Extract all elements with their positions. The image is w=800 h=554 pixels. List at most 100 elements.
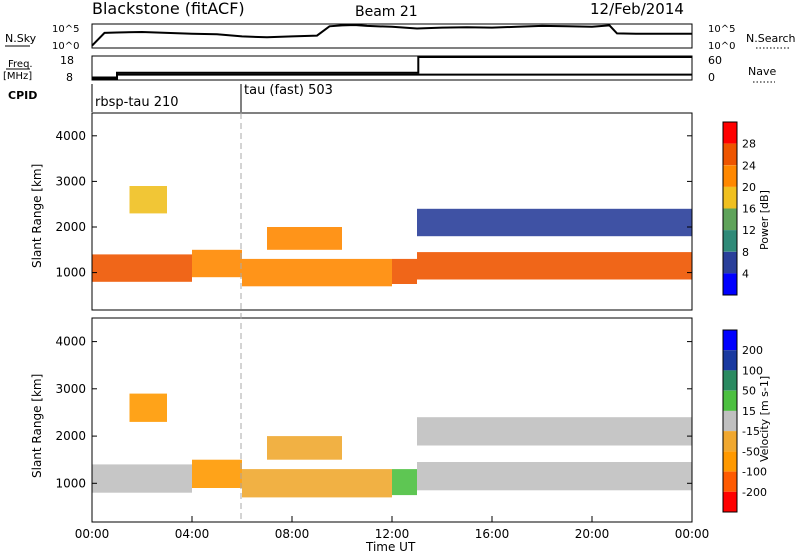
nave-tick-top: 60 [708,54,722,67]
heatmap-cell [129,393,167,422]
y-tick-label: 1000 [55,266,86,280]
heatmap-cell [92,254,192,282]
x-tick-label: 20:00 [575,527,610,541]
colorbar-tick-label: -50 [742,445,760,458]
power-colorbar-label: Power [dB] [758,190,771,250]
colorbar-tick-label: 20 [742,181,756,194]
nsky-tick-top: 10^5 [52,24,79,35]
y-tick-label: 3000 [55,174,86,188]
colorbar-swatch [723,451,737,472]
nsky-label: N.Sky [5,32,37,45]
y-tick-label: 2000 [55,220,86,234]
y-tick-label: 2000 [55,429,86,443]
date-title: 12/Feb/2014 [590,0,684,18]
colorbar-tick-label: 24 [742,159,756,172]
colorbar-tick-label: 50 [742,385,756,398]
velocity-y-ticks: 1000 2000 3000 4000 [55,335,692,490]
nave-series-line [92,56,692,79]
colorbar-tick-label: -15 [742,425,760,438]
freq-series-line [92,73,692,80]
freq-tick-bottom: 8 [66,71,73,84]
freq-tick-top: 18 [60,54,74,67]
colorbar-tick-label: 8 [742,246,749,259]
freq-panel-frame [91,55,693,81]
velocity-heatmap [92,393,692,498]
freq-label-bottom: [MHz] [3,71,32,82]
colorbar-tick-label: 15 [742,405,756,418]
colorbar-tick-label: 16 [742,203,756,216]
heatmap-cell [392,469,417,496]
station-title: Blackstone (fitACF) [92,0,245,18]
velocity-colorbar-label: Velocity [m s-1] [758,376,771,462]
colorbar-swatch [723,370,737,391]
x-tick-label: 04:00 [175,527,210,541]
velocity-colorbar: 200 100 50 15 -15 -50 -100 -200 [722,329,767,513]
heatmap-cell [267,436,342,460]
nsky-tick-bottom: 10^0 [52,41,79,52]
colorbar-tick-label: 4 [742,267,749,280]
x-tick-label: 00:00 [675,527,710,541]
y-tick-label: 4000 [55,129,86,143]
power-colorbar: 28 24 20 16 12 8 4 [722,121,756,296]
colorbar-frame [722,329,738,513]
beam-title: Beam 21 [355,4,418,20]
heatmap-cell [417,417,692,446]
nsky-panel-frame [91,23,693,49]
nave-label: Nave [748,65,776,78]
power-heatmap [92,186,692,287]
colorbar-tick-label: -100 [742,466,767,479]
colorbar-swatch [723,491,737,512]
x-tick-label: 08:00 [275,527,310,541]
cpid-segment-1: rbsp-tau 210 [95,95,179,110]
nsearch-label: N.Search [746,32,796,45]
freq-label-top: Freq. [8,59,33,70]
power-ylabel: Slant Range [km] [30,164,44,268]
y-tick-label: 4000 [55,335,86,349]
colorbar-tick-label: -200 [742,486,767,499]
heatmap-cell [129,186,167,214]
colorbar-swatch [723,122,737,144]
x-tick-label: 16:00 [475,527,510,541]
colorbar-swatch [723,330,737,351]
nsearch-tick-bottom: 10^0 [708,41,735,52]
nsky-series-line [91,23,692,47]
colorbar-swatch [723,208,737,231]
colorbar-swatch [723,165,737,187]
y-tick-label: 1000 [55,476,86,490]
colorbar-swatch [723,431,737,452]
colorbar-swatch [723,230,737,252]
colorbar-tick-label: 12 [742,224,756,237]
heatmap-cell [417,252,692,280]
colorbar-swatch [723,410,737,432]
colorbar-swatch [723,143,737,166]
heatmap-cell [92,464,192,493]
heatmap-cell [242,469,392,498]
nave-tick-bottom: 0 [708,71,715,84]
power-y-ticks: 1000 2000 3000 4000 [55,129,692,280]
cpid-label: CPID [8,89,37,102]
colorbar-swatch [723,186,737,209]
nsearch-tick-top: 10^5 [708,24,735,35]
colorbar-swatch [723,350,737,371]
x-tick-label: 12:00 [375,527,410,541]
colorbar-frame [722,121,738,296]
time-axis-ticks: 00:00 04:00 08:00 12:00 16:00 20:00 00:00 [75,516,710,541]
heatmap-cell [242,258,392,287]
colorbar-swatch [723,251,737,274]
colorbar-tick-label: 100 [742,364,763,377]
colorbar-swatch [723,273,737,295]
heatmap-cell [192,249,242,278]
time-axis-label: Time UT [365,540,416,554]
colorbar-tick-label: 28 [742,138,756,151]
power-panel-frame [91,112,693,311]
colorbar-swatch [723,390,737,411]
colorbar-swatch [723,471,737,492]
x-tick-label: 00:00 [75,527,110,541]
cpid-segment-2: tau (fast) 503 [244,83,333,98]
y-tick-label: 3000 [55,382,86,396]
heatmap-cell [192,459,242,488]
colorbar-tick-label: 200 [742,344,763,357]
heatmap-cell [392,258,417,284]
heatmap-cell [267,227,342,250]
